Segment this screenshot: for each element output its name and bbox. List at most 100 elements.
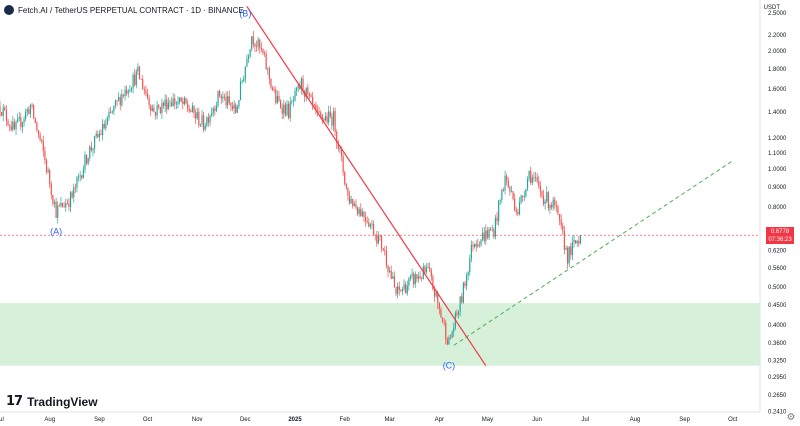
candle-body [501, 189, 503, 200]
last-price-value: 0.6778 [770, 229, 790, 236]
candle-body [355, 203, 357, 208]
candle-body [153, 107, 155, 113]
y-tick-label: 0.4000 [768, 323, 787, 329]
candle-body [337, 143, 339, 149]
symbol-title: Fetch.AI / TetherUS PERPETUAL CONTRACT ·… [18, 5, 244, 15]
candle-body [429, 267, 431, 271]
candle-body [76, 177, 78, 188]
candle-body [526, 178, 529, 190]
candle-body [316, 110, 319, 112]
candle-body [203, 115, 205, 130]
y-tick-label: 1.0000 [768, 167, 787, 173]
candle-body [82, 169, 84, 179]
candle-body [576, 241, 578, 244]
candle-body [191, 105, 194, 113]
candle-body [459, 296, 461, 312]
candle-body [321, 114, 323, 120]
candle-body [326, 116, 328, 123]
gear-icon[interactable]: ⚙ [786, 412, 796, 423]
candle-body [175, 103, 177, 105]
candle-body [129, 90, 131, 92]
candle-body [143, 89, 145, 91]
candle-body [518, 202, 521, 215]
candle-body [108, 111, 110, 118]
candle-body [361, 211, 363, 217]
y-tick-label: 0.9000 [768, 185, 787, 191]
candle-body [409, 275, 412, 279]
candle-body [536, 177, 538, 182]
candle-body [385, 250, 388, 266]
candle-body [0, 105, 1, 113]
candle-body [214, 108, 216, 111]
candle-body [302, 78, 304, 92]
candle-body [45, 159, 48, 172]
support-zone [0, 303, 760, 366]
candle-body [323, 119, 325, 121]
candle-body [347, 187, 349, 196]
candle-body [405, 284, 407, 294]
candle-body [100, 133, 102, 136]
candle-body [5, 109, 8, 121]
candle-body [451, 331, 453, 338]
candle-body [384, 250, 386, 252]
candle-body [560, 219, 562, 226]
candle-body [52, 194, 54, 204]
candle-body [180, 97, 182, 102]
candle-body [252, 36, 254, 45]
tradingview-logo-icon: 17 [6, 394, 23, 409]
candle-body [464, 282, 466, 286]
candle-body [220, 96, 222, 99]
candle-body [496, 217, 498, 222]
candle-body [310, 95, 312, 97]
candle-body [98, 133, 101, 138]
candle-body [251, 36, 253, 50]
candle-body [111, 111, 113, 113]
candle-body [259, 39, 261, 48]
x-tick-label: Dec [240, 417, 251, 423]
candle-body [257, 39, 259, 47]
x-tick-label: Sep [94, 417, 105, 423]
candle-body [461, 296, 463, 303]
candle-body [230, 102, 232, 107]
candle-body [246, 59, 248, 67]
candle-body [398, 286, 400, 290]
candle-body [20, 117, 22, 128]
candle-body [273, 89, 275, 91]
candle-body [63, 206, 65, 208]
candle-body [29, 104, 32, 115]
candle-body [401, 289, 404, 291]
y-tick-label: 0.2650 [768, 393, 787, 399]
candle-body [47, 170, 49, 172]
candle-body [211, 113, 213, 116]
candle-body [530, 170, 532, 183]
candle-body [154, 112, 157, 116]
candle-body [36, 122, 38, 131]
x-tick-label: Nov [192, 417, 203, 423]
tradingview-brand[interactable]: 17 TradingView [6, 394, 98, 409]
candle-body [271, 87, 274, 90]
candle-body [244, 66, 246, 79]
currency-label[interactable]: USDT [763, 5, 780, 11]
candle-body [509, 186, 511, 192]
candle-body [223, 96, 226, 98]
symbol-header: Fetch.AI / TetherUS PERPETUAL CONTRACT ·… [4, 3, 244, 17]
candle-body [7, 120, 9, 126]
candle-body [97, 134, 99, 138]
candle-body [340, 148, 343, 156]
candle-body [195, 113, 197, 119]
y-tick-label: 0.4500 [768, 303, 787, 309]
candle-body [397, 286, 399, 294]
candle-body [39, 134, 41, 140]
candle-body [520, 196, 522, 203]
x-tick-label: Oct [143, 417, 153, 423]
candle-body [498, 200, 500, 222]
candle-body [105, 123, 107, 129]
candle-body [188, 108, 190, 112]
y-tick-label: 0.5000 [768, 285, 787, 291]
candle-body [369, 224, 371, 227]
y-tick-label: 0.2950 [768, 375, 787, 381]
candle-body [25, 111, 27, 119]
candle-body [414, 274, 416, 285]
wave-label-1: (B) [239, 9, 251, 19]
